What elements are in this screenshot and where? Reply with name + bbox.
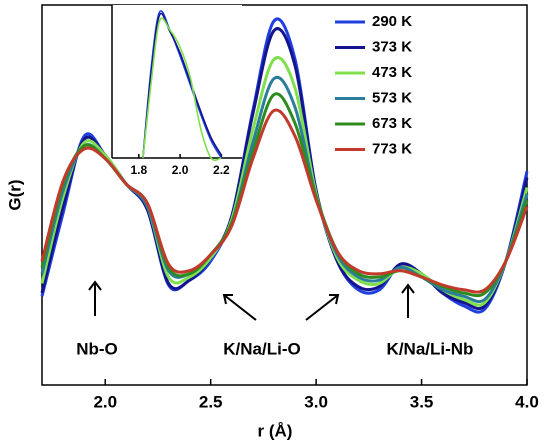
x-tick-label: 4.0	[515, 392, 539, 411]
arrow	[401, 283, 415, 318]
x-tick-label: 3.5	[410, 392, 434, 411]
annotation: K/Na/Li-O	[223, 339, 300, 358]
annotation: Nb-O	[76, 339, 118, 358]
arrow	[305, 294, 340, 321]
x-tick-label: 3.0	[304, 392, 328, 411]
inset-background	[112, 5, 242, 158]
arrows	[88, 280, 415, 321]
x-axis-label: r (Å)	[258, 421, 293, 440]
x-tick-label: 2.2	[213, 163, 230, 177]
legend-label: 290 K	[372, 13, 412, 30]
line-series	[142, 12, 223, 159]
legend-label: 673 K	[372, 115, 412, 132]
y-axis-label: G(r)	[5, 179, 24, 210]
line-series	[142, 17, 222, 161]
arrow	[222, 294, 257, 321]
legend-label: 573 K	[372, 89, 412, 106]
x-tick-label: 1.8	[130, 163, 147, 177]
x-tick-label: 2.0	[93, 392, 117, 411]
x-tick-label: 2.0	[172, 163, 189, 177]
legend-label: 773 K	[372, 140, 412, 157]
legend-label: 373 K	[372, 38, 412, 55]
annotation: K/Na/Li-Nb	[387, 339, 474, 358]
arrow	[88, 280, 102, 316]
x-tick-label: 2.5	[199, 392, 223, 411]
legend-label: 473 K	[372, 64, 412, 81]
line-series	[40, 108, 529, 294]
